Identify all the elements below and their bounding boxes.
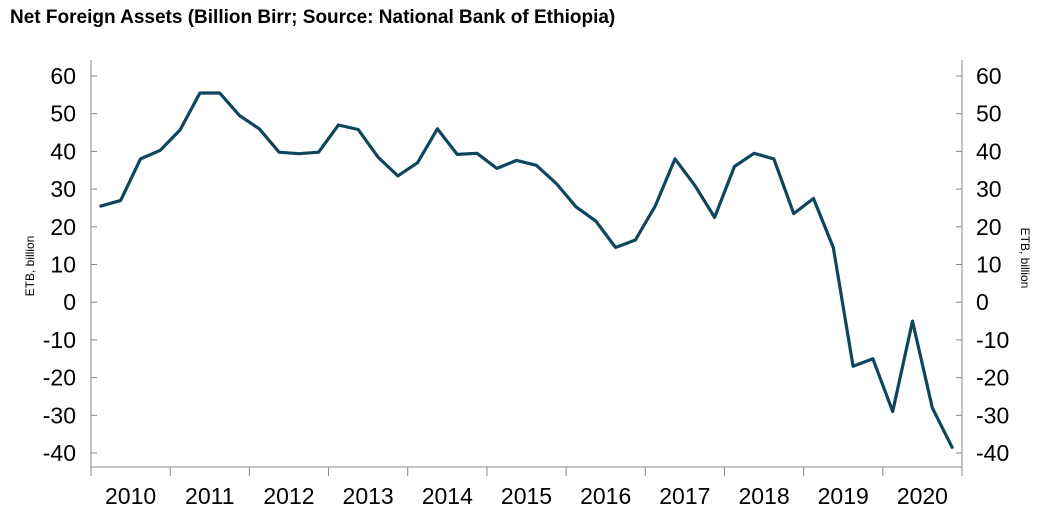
data-point [693, 184, 696, 187]
data-point [139, 157, 142, 161]
data-point [159, 149, 162, 152]
y-tick-label-right: 0 [976, 289, 989, 315]
y-tick-label-left: -30 [43, 402, 76, 428]
data-point [555, 182, 558, 185]
data-point [258, 127, 261, 130]
series-line [99, 91, 954, 449]
y-tick-label-right: -30 [976, 402, 1009, 428]
data-point [535, 164, 538, 167]
data-point [416, 161, 419, 164]
y-tick-label-left: 60 [50, 63, 76, 89]
ticks [90, 75, 963, 476]
y-tick-label-left: -20 [43, 365, 76, 391]
data-point [752, 152, 756, 155]
y-tick-label-right: -20 [976, 365, 1009, 391]
y-tick-label-left: -10 [43, 327, 76, 353]
data-point [99, 204, 103, 208]
series [99, 91, 954, 449]
data-point [931, 406, 934, 409]
chart-title: Net Foreign Assets (Billion Birr; Source… [10, 7, 616, 28]
y-tick-label-right: -10 [976, 327, 1009, 353]
data-point [832, 246, 835, 249]
x-tick-label: 2019 [818, 483, 869, 509]
x-tick-label: 2016 [580, 483, 631, 509]
data-point [950, 446, 954, 449]
data-point [792, 212, 795, 215]
y-tick-label-left: -40 [43, 440, 76, 466]
data-point [119, 199, 122, 202]
x-tick-label: 2018 [738, 483, 789, 509]
y-axis-title-left: ETB, billion [23, 236, 37, 297]
data-point [495, 167, 498, 170]
data-point [436, 127, 439, 130]
y-tick-label-right: 60 [976, 63, 1002, 89]
data-point [812, 197, 815, 200]
data-point [238, 114, 241, 117]
data-point [218, 91, 221, 95]
y-tick-label-right: 20 [976, 214, 1002, 240]
data-point [337, 123, 340, 127]
x-tick-label: 2015 [501, 483, 552, 509]
data-point [376, 155, 380, 159]
data-point [891, 410, 894, 413]
y-tick-label-right: 40 [976, 138, 1002, 164]
data-point [673, 157, 677, 161]
y-tick-label-left: 40 [50, 138, 76, 164]
y-tick-label-right: 10 [976, 252, 1002, 278]
x-tick-label: 2017 [659, 483, 710, 509]
data-point [654, 204, 657, 208]
axes [90, 60, 963, 468]
data-point [614, 246, 617, 249]
y-tick-label-left: 50 [50, 101, 76, 127]
x-tick-label: 2011 [185, 483, 234, 509]
data-point [357, 128, 360, 131]
data-point [851, 365, 855, 368]
data-point [634, 238, 637, 242]
data-point [475, 152, 479, 155]
data-point [198, 91, 202, 95]
data-point [772, 157, 776, 161]
x-tick-label: 2012 [263, 483, 314, 509]
data-point [456, 153, 459, 156]
x-tick-label: 2014 [422, 483, 473, 509]
data-point [574, 205, 578, 208]
data-point [594, 219, 597, 223]
data-point [297, 152, 301, 155]
data-point [515, 159, 518, 162]
y-tick-label-left: 10 [50, 252, 76, 278]
x-tick-label: 2020 [897, 483, 948, 509]
data-point [396, 174, 399, 178]
y-tick-label-right: 30 [976, 176, 1002, 202]
y-tick-label-right: -40 [976, 440, 1009, 466]
data-point [178, 128, 182, 132]
data-point [317, 151, 320, 154]
x-tick-label: 2013 [343, 483, 394, 509]
y-axis-title-right: ETB, billion [1018, 228, 1032, 289]
data-point [911, 319, 914, 323]
data-point [713, 216, 716, 219]
x-tick-label: 2010 [105, 483, 156, 509]
y-tick-label-left: 30 [50, 176, 76, 202]
y-tick-label-left: 0 [63, 289, 76, 315]
y-tick-label-left: 20 [50, 214, 76, 240]
y-tick-label-right: 50 [976, 101, 1002, 127]
data-point [277, 151, 281, 154]
data-point [733, 165, 736, 168]
data-point [871, 357, 875, 360]
